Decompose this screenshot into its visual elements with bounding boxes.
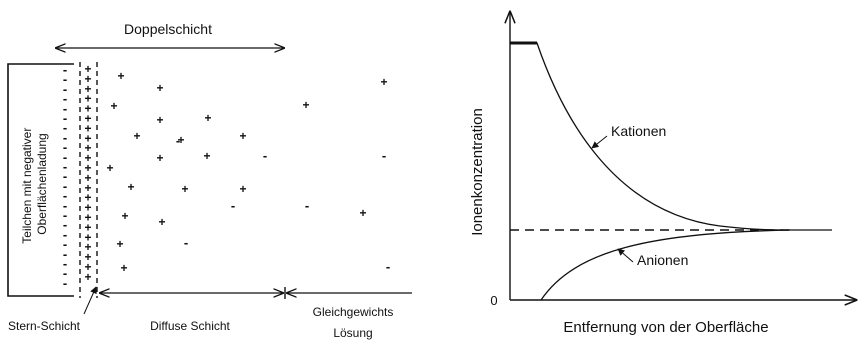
bulk-charge: -: [382, 148, 386, 163]
diffuse-charge: +: [204, 111, 211, 125]
y-axis-label: Ionenkonzentration: [469, 108, 486, 236]
cations-curve: [510, 42, 832, 231]
kationen-label: Kationen: [611, 123, 666, 139]
doppelschicht-label: Doppelschicht: [124, 21, 212, 37]
stern-charge: +: [84, 220, 91, 234]
surface-charge: -: [63, 72, 67, 87]
particle-label: Teilchen mit negativer Oberflächenladung: [20, 124, 49, 243]
bulk-charge: +: [359, 206, 366, 220]
diffuse-charge: +: [133, 129, 140, 143]
stern-charge: +: [84, 270, 91, 284]
stern-charge: +: [84, 121, 91, 135]
surface-charge: -: [63, 217, 67, 232]
bulk-charge: -: [305, 198, 309, 213]
stern-charge: +: [84, 92, 91, 106]
stern-charge: +: [84, 102, 91, 116]
left-diagram: Doppelschicht Teilchen mit negativer Obe…: [7, 21, 412, 340]
surface-charge: -: [63, 91, 67, 106]
surface-charge: -: [63, 130, 67, 145]
surface-charge: -: [63, 120, 67, 135]
surface-charge: -: [63, 101, 67, 116]
stern-charge: +: [84, 62, 91, 76]
right-chart: Ionenkonzentration Entfernung von der Ob…: [469, 12, 856, 336]
stern-charge: +: [84, 191, 91, 205]
stern-charge: +: [84, 171, 91, 185]
charge-layer: -----------------------+++++++++++++++++…: [63, 62, 390, 290]
bulk-charge: +: [380, 75, 387, 89]
diffuse-charge: -: [263, 148, 267, 163]
surface-charge: -: [63, 266, 67, 281]
stern-charge: +: [84, 161, 91, 175]
particle-label-line2: Oberflächenladung: [35, 133, 49, 234]
surface-charge: -: [63, 178, 67, 193]
bulk-charge: -: [386, 259, 390, 274]
surface-charge: -: [63, 208, 67, 223]
stern-schicht-label: Stern-Schicht: [8, 319, 81, 333]
surface-charge: -: [63, 81, 67, 96]
diffuse-charge: +: [203, 149, 210, 163]
stern-charge: +: [84, 151, 91, 165]
surface-charge: -: [63, 169, 67, 184]
loesung-label: Lösung: [333, 326, 372, 340]
origin-label: 0: [490, 293, 497, 308]
diffuse-charge: +: [239, 129, 246, 143]
diffuse-charge: -: [231, 198, 235, 213]
diffuse-charge: -: [184, 235, 188, 250]
particle-label-line1: Teilchen mit negativer: [20, 128, 34, 244]
stern-charge: +: [84, 230, 91, 244]
diffuse-charge: +: [158, 215, 165, 229]
surface-charge: -: [63, 62, 67, 77]
diffuse-charge: +: [177, 133, 184, 147]
gleichgewichts-label: Gleichgewichts: [313, 305, 394, 319]
diffuse-charge: +: [181, 182, 188, 196]
surface-charge: -: [63, 188, 67, 203]
stern-charge: +: [84, 211, 91, 225]
surface-charge: -: [63, 237, 67, 252]
diffuse-charge: +: [121, 209, 128, 223]
particle-surface: [7, 63, 74, 297]
stern-charge: +: [84, 72, 91, 86]
surface-charge: -: [63, 275, 67, 290]
diffuse-charge: +: [117, 69, 124, 83]
anionen-label: Anionen: [637, 252, 688, 268]
stern-charge: +: [84, 82, 91, 96]
x-axis-label: Entfernung von der Oberfläche: [563, 319, 768, 336]
diffuse-charge: +: [239, 182, 246, 196]
stern-charge: +: [84, 112, 91, 126]
diffuse-charge: +: [127, 180, 134, 194]
surface-charge: -: [63, 198, 67, 213]
diffuse-charge: +: [106, 161, 113, 175]
stern-charge: +: [84, 250, 91, 264]
surface-charge: -: [63, 256, 67, 271]
stern-pointer-arrow: [83, 286, 97, 315]
stern-charge: +: [84, 131, 91, 145]
surface-charge: -: [63, 149, 67, 164]
bulk-charge: +: [302, 98, 309, 112]
diffuse-charge: +: [156, 81, 163, 95]
diffuse-charge: -: [176, 133, 180, 148]
diffuse-charge: +: [120, 261, 127, 275]
surface-charge: -: [63, 246, 67, 261]
diffuse-charge: +: [156, 151, 163, 165]
surface-charge: -: [63, 227, 67, 242]
stern-charge: +: [84, 260, 91, 274]
stern-charge: +: [84, 141, 91, 155]
diffuse-charge: +: [156, 113, 163, 127]
cations-pointer: [591, 135, 608, 149]
anions-pointer: [617, 248, 634, 263]
surface-charge: -: [63, 159, 67, 174]
stern-charge: +: [84, 240, 91, 254]
anions-curve: [540, 229, 791, 301]
stern-charge: +: [84, 201, 91, 215]
diffuse-schicht-label: Diffuse Schicht: [150, 319, 230, 333]
stern-charge: +: [84, 181, 91, 195]
diffuse-charge: +: [116, 237, 123, 251]
surface-charge: -: [63, 140, 67, 155]
diffuse-charge: +: [110, 99, 117, 113]
surface-charge: -: [63, 111, 67, 126]
